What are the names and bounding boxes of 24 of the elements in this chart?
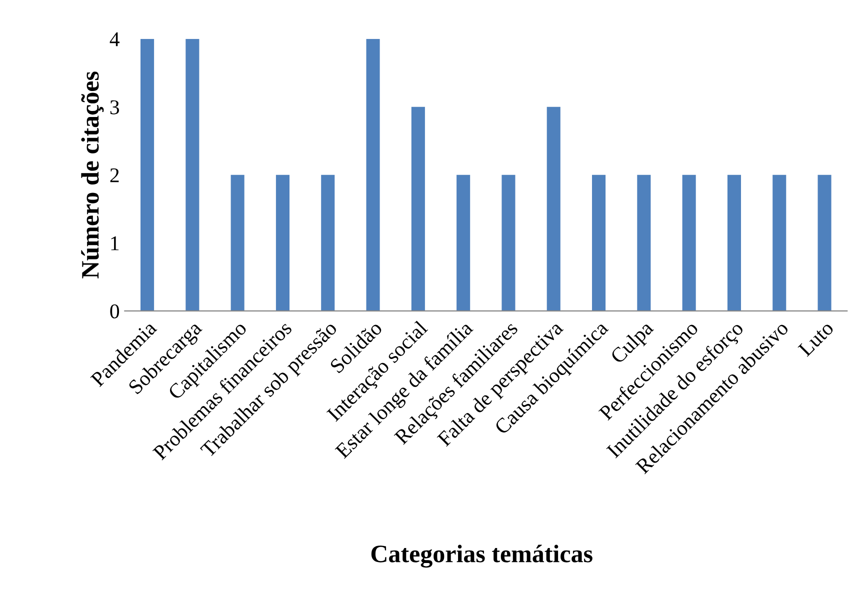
bar [411,106,425,311]
bar [140,38,154,311]
x-tick-label: Luto [798,320,834,358]
bar [818,174,832,311]
bar [186,38,200,311]
bar [230,174,244,311]
bar [502,174,516,311]
x-axis-title: Categorias temáticas [371,544,592,568]
y-axis-title: Número de citações [81,72,104,278]
bar [366,38,380,311]
y-tick-label: 1 [111,236,119,250]
bar [321,174,335,311]
bar [456,174,470,311]
y-tick-label: 0 [110,304,120,318]
bar [637,174,651,311]
y-tick-label: 3 [110,100,120,114]
bar [772,174,786,311]
bar [592,174,606,311]
bar [276,174,290,311]
bar [727,174,741,311]
bar [682,174,696,311]
y-tick-label: 2 [110,168,119,182]
y-tick-label: 4 [110,32,120,46]
bar [546,106,560,311]
